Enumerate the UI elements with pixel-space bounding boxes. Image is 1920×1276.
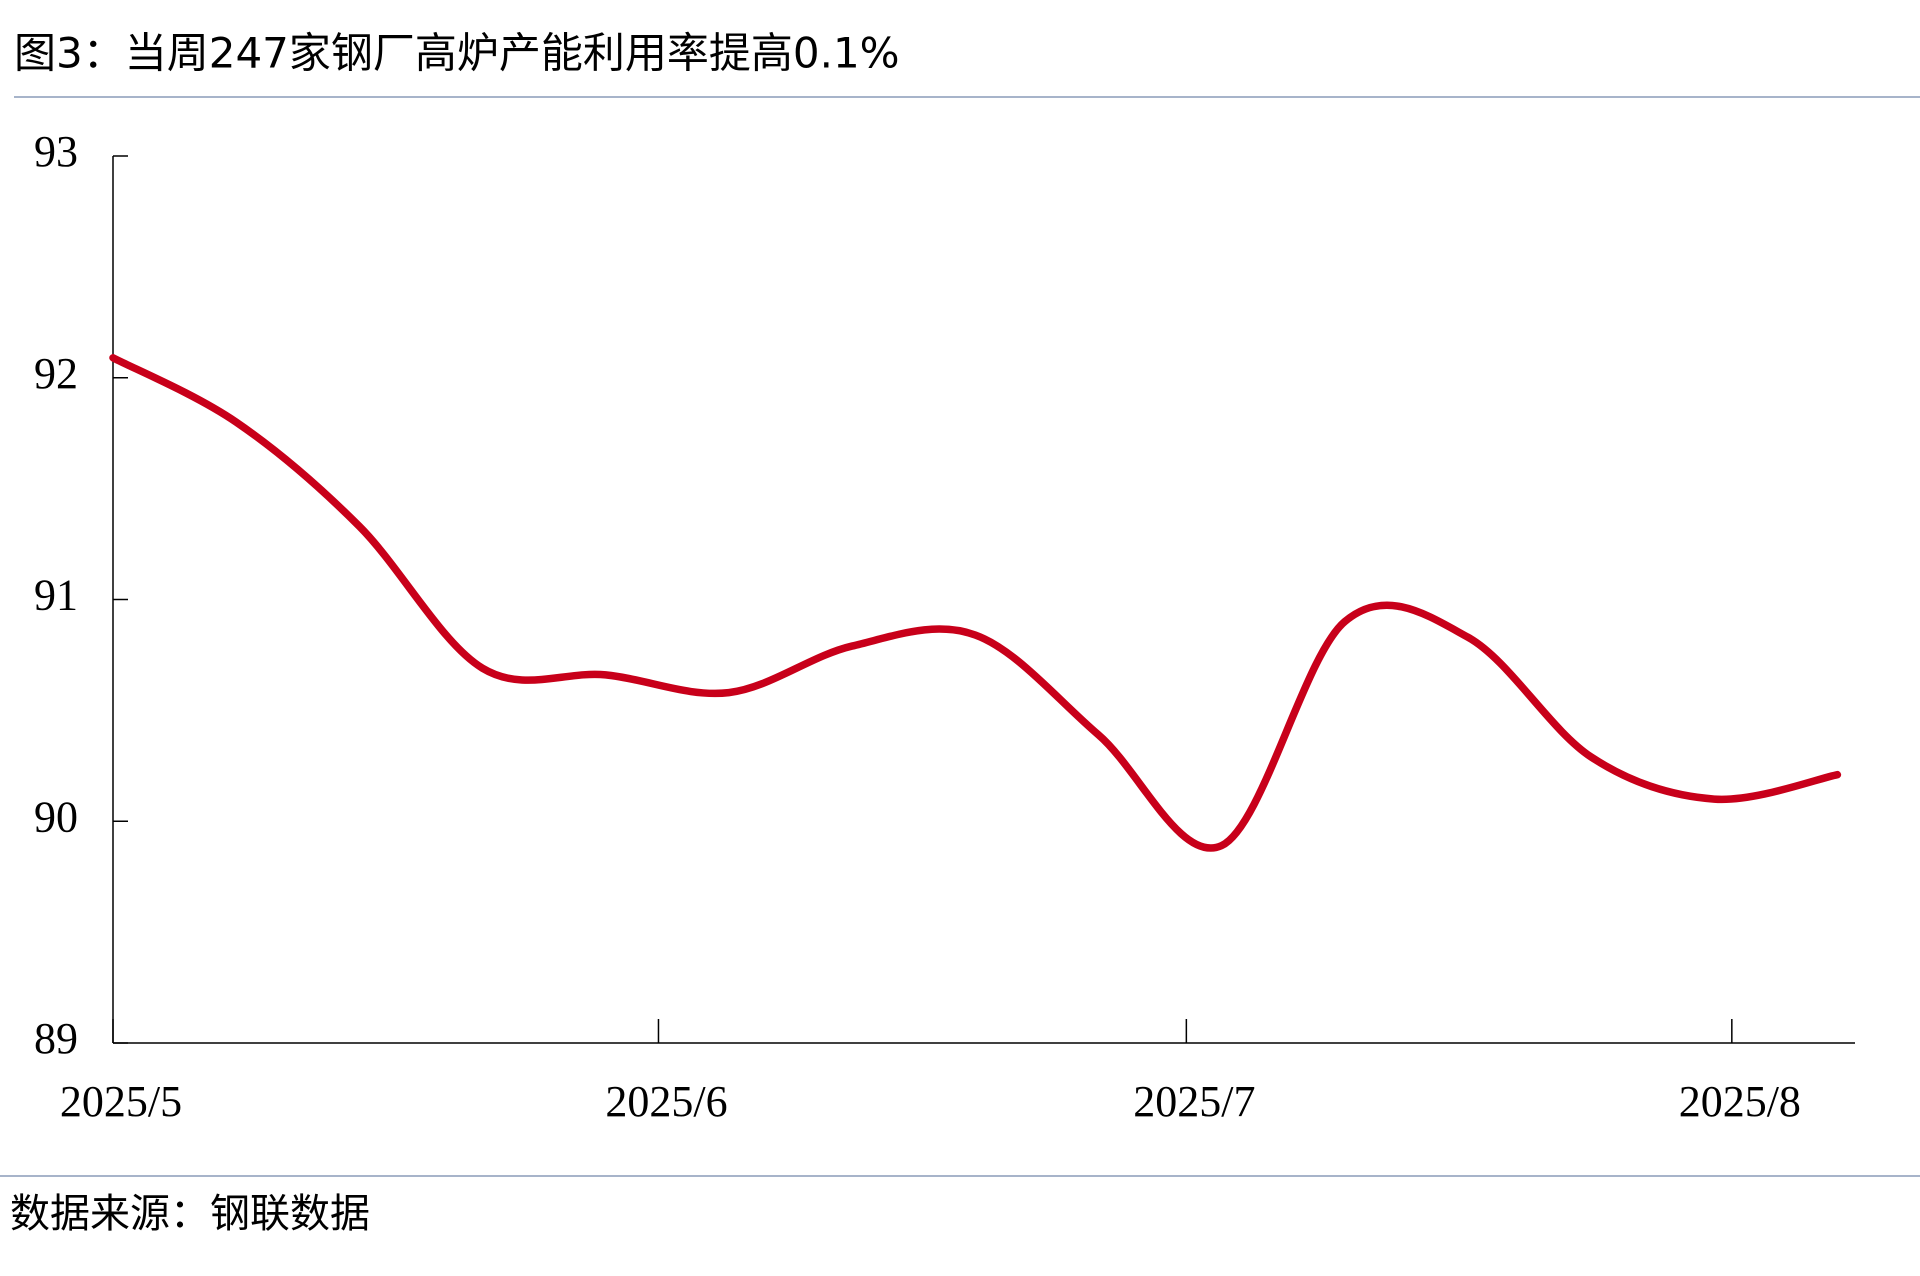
- y-tick-label: 90: [34, 792, 78, 841]
- data-line: [109, 354, 1842, 852]
- source-note: 数据来源：钢联数据: [10, 1191, 370, 1237]
- y-tick-label: 93: [34, 127, 78, 176]
- x-tick-label: 2025/8: [1679, 1077, 1801, 1126]
- x-tick-label: 2025/7: [1133, 1077, 1255, 1126]
- y-tick-label: 89: [34, 1014, 78, 1063]
- x-tick-label: 2025/6: [605, 1077, 727, 1126]
- y-tick-label: 91: [34, 571, 78, 620]
- x-tick-label: 2025/5: [60, 1077, 182, 1126]
- y-tick-label: 92: [34, 349, 78, 398]
- chart-title: 图3：当周247家钢厂高炉产能利用率提高0.1%: [14, 29, 900, 78]
